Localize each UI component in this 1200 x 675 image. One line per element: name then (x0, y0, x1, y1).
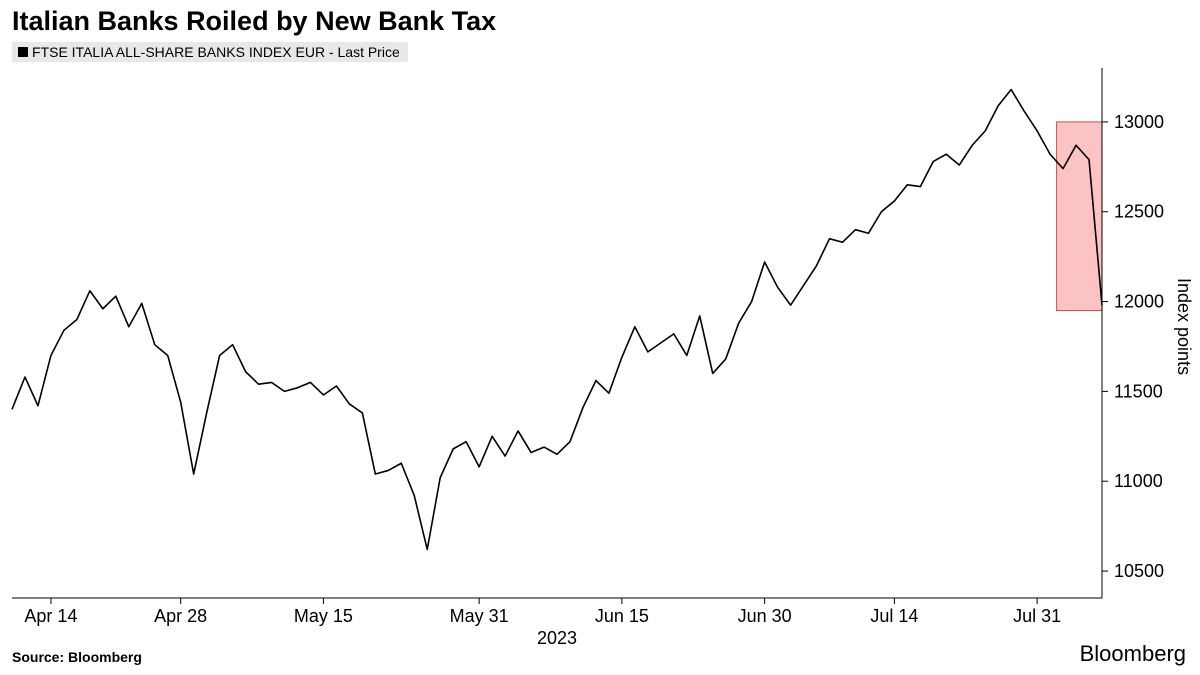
svg-text:Jun 30: Jun 30 (738, 606, 792, 626)
svg-text:Apr 14: Apr 14 (24, 606, 77, 626)
svg-text:Apr 28: Apr 28 (154, 606, 207, 626)
y-axis-label: Index points (1173, 278, 1194, 375)
x-axis: Apr 14 Apr 28 May 15 May 31 Jun 15 Jun 30 Jul … (12, 598, 1102, 626)
svg-text:12000: 12000 (1114, 292, 1164, 312)
svg-text:May 31: May 31 (450, 606, 509, 626)
svg-text:Jun 15: Jun 15 (595, 606, 649, 626)
highlight-box (1057, 122, 1102, 311)
svg-text:Jul 31: Jul 31 (1013, 606, 1061, 626)
svg-text:May 15: May 15 (294, 606, 353, 626)
brand-text: Bloomberg (1080, 641, 1186, 667)
svg-text:10500: 10500 (1114, 561, 1164, 581)
svg-text:11500: 11500 (1114, 381, 1163, 401)
svg-text:11000: 11000 (1114, 471, 1163, 491)
y-axis: 10500 11000 11500 12000 12500 13000 (1102, 68, 1164, 598)
x-axis-label: 2023 (537, 628, 577, 649)
svg-text:12500: 12500 (1114, 202, 1164, 222)
svg-text:13000: 13000 (1114, 112, 1164, 132)
line-series (12, 90, 1102, 550)
svg-text:Jul 14: Jul 14 (870, 606, 918, 626)
chart-svg: 105001100011500120001250013000 Apr 14Apr… (0, 0, 1200, 675)
chart-container: Italian Banks Roiled by New Bank Tax FTS… (0, 0, 1200, 675)
source-text: Source: Bloomberg (12, 649, 142, 665)
